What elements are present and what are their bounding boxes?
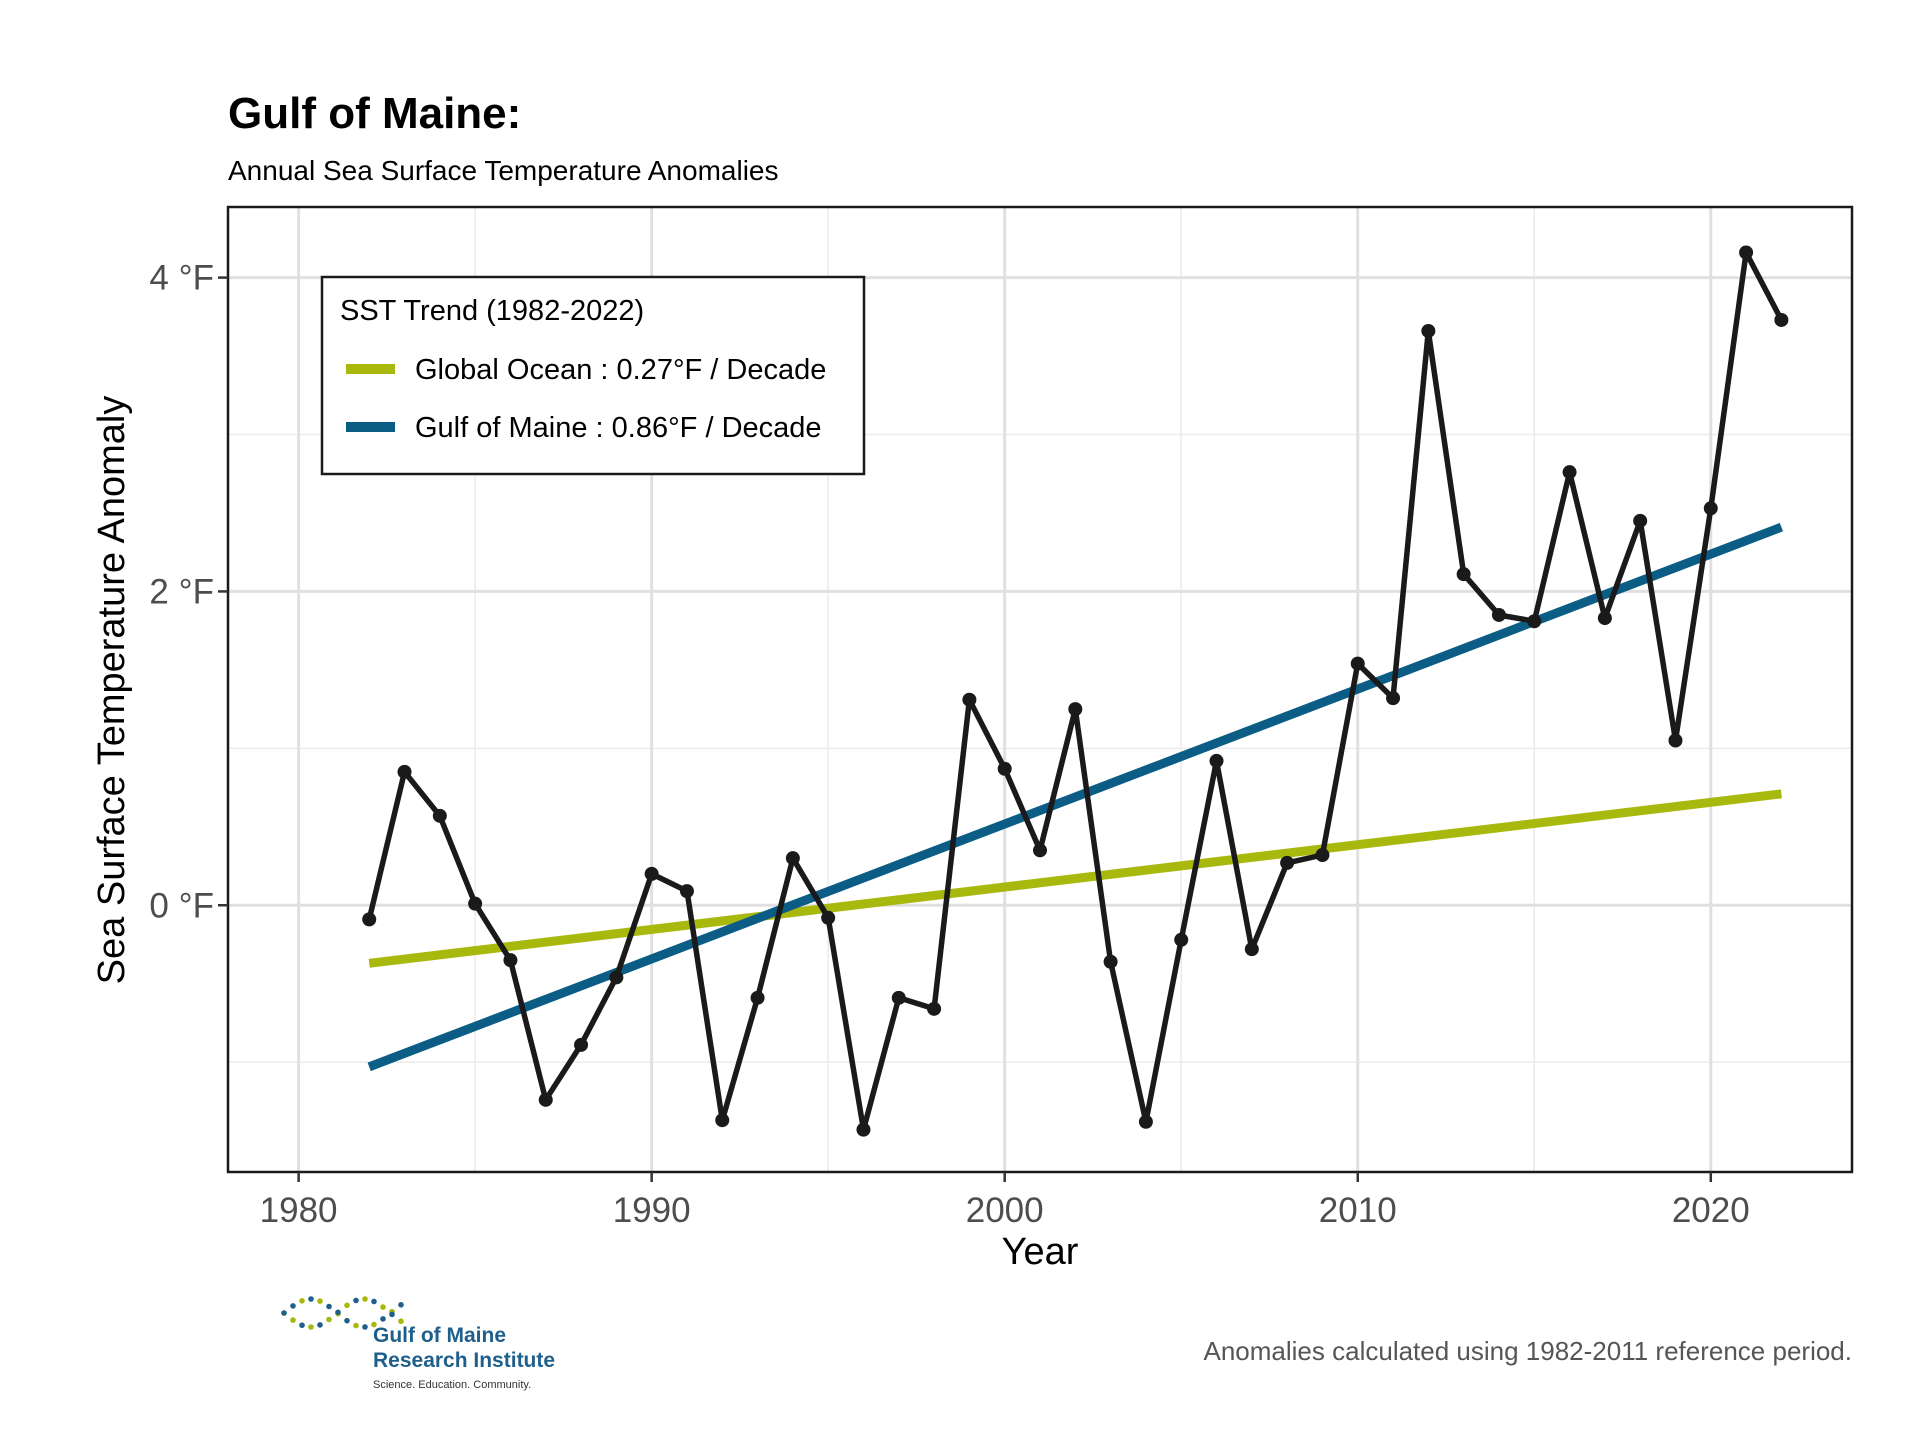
data-point [1421,323,1436,338]
logo-dot [398,1318,404,1325]
data-point [1103,954,1118,969]
logo-dot [380,1304,386,1310]
data-point [1138,1114,1153,1129]
data-point [644,866,659,881]
logo-dot [344,1317,350,1324]
y-tick-label: 2 °F [149,572,214,611]
data-point [785,851,800,866]
data-point [715,1113,730,1128]
data-point [1491,607,1506,622]
logo-name-line1: Gulf of Maine [373,1324,506,1347]
data-point [1633,513,1648,528]
logo-dot [353,1297,359,1304]
data-point [1562,465,1577,480]
data-point [1209,753,1224,768]
logo-dot [380,1316,386,1322]
legend-box [320,275,866,476]
logo-dot [353,1322,359,1329]
data-point [1668,733,1683,748]
x-axis-ticks: 1980 1990 2000 2010 2020 [260,1172,1750,1230]
data-point [1315,848,1330,863]
x-axis-title: Year [1002,1231,1079,1273]
caption: Anomalies calculated using 1982-2011 ref… [1204,1336,1853,1366]
data-point [503,953,518,968]
logo-dot [290,1303,296,1309]
logo-dot [299,1297,305,1304]
y-tick-label: 0 °F [149,886,214,925]
y-tick-label: 4 °F [149,259,214,298]
data-point [397,764,412,779]
data-point [750,990,765,1005]
data-series [362,245,1789,1137]
data-point [1068,702,1083,717]
data-point [468,896,483,911]
data-point [1527,614,1542,629]
trend-lines [367,522,1783,1072]
legend: SST Trend (1982-2022) Global Ocean : 0.2… [320,275,866,476]
x-tick-label: 2000 [966,1191,1044,1230]
logo-dot [326,1316,332,1323]
data-point [538,1092,553,1107]
data-point [1280,855,1295,870]
data-point [1774,312,1789,327]
data-point [962,692,977,707]
logo-dot [398,1301,404,1308]
logo-dot [335,1309,341,1316]
logo-tagline: Science. Education. Community. [373,1379,531,1391]
data-point [997,761,1012,776]
data-point [1703,501,1718,516]
gridlines [228,207,1852,1172]
y-axis-title: Sea Surface Temperature Anomaly [91,396,133,985]
logo: Gulf of Maine Research Institute Science… [281,1296,555,1391]
data-point [1174,932,1189,947]
data-point [1033,843,1047,858]
data-point [1739,245,1754,260]
data-point [1456,567,1471,582]
x-tick-label: 1980 [260,1191,338,1230]
data-point [432,808,447,823]
logo-dot [281,1310,287,1316]
data-point [1597,611,1612,626]
trend-line-global-ocean [368,789,1782,968]
helix-logo-icon [281,1296,404,1330]
data-point [609,970,624,985]
logo-dot [326,1303,332,1310]
chart-title: Gulf of Maine: [228,89,521,138]
data-point [927,1001,942,1016]
logo-dot [362,1324,368,1330]
data-point [1350,656,1365,671]
trend-line-gulf-of-maine [367,522,1783,1072]
logo-dot [308,1324,314,1330]
data-point [679,884,694,899]
logo-name-line2: Research Institute [373,1349,555,1372]
data-point [821,910,836,925]
legend-label-global-ocean: Global Ocean : 0.27°F / Decade [415,354,826,386]
data-point [1386,691,1401,706]
chart-subtitle: Annual Sea Surface Temperature Anomalies [228,155,778,186]
logo-dot [317,1322,323,1328]
data-point [574,1037,589,1052]
logo-dot [371,1321,377,1328]
data-point [362,912,377,927]
plot-border [226,205,1854,1174]
logo-dot [371,1298,377,1305]
logo-dot [308,1296,314,1302]
logo-dot [344,1302,350,1309]
x-tick-label: 1990 [613,1191,691,1230]
logo-dot [290,1317,296,1323]
data-point [1244,942,1259,957]
legend-label-gulf-of-maine: Gulf of Maine : 0.86°F / Decade [415,412,822,444]
logo-dot [317,1298,323,1304]
logo-dot [389,1311,395,1318]
y-axis-ticks: 0 °F 2 °F 4 °F [149,259,228,925]
x-tick-label: 2010 [1319,1191,1397,1230]
logo-dot [299,1322,305,1329]
data-point [856,1122,871,1137]
logo-dot [362,1296,368,1302]
x-tick-label: 2020 [1672,1191,1750,1230]
data-point [891,990,906,1005]
legend-title: SST Trend (1982-2022) [340,295,644,327]
